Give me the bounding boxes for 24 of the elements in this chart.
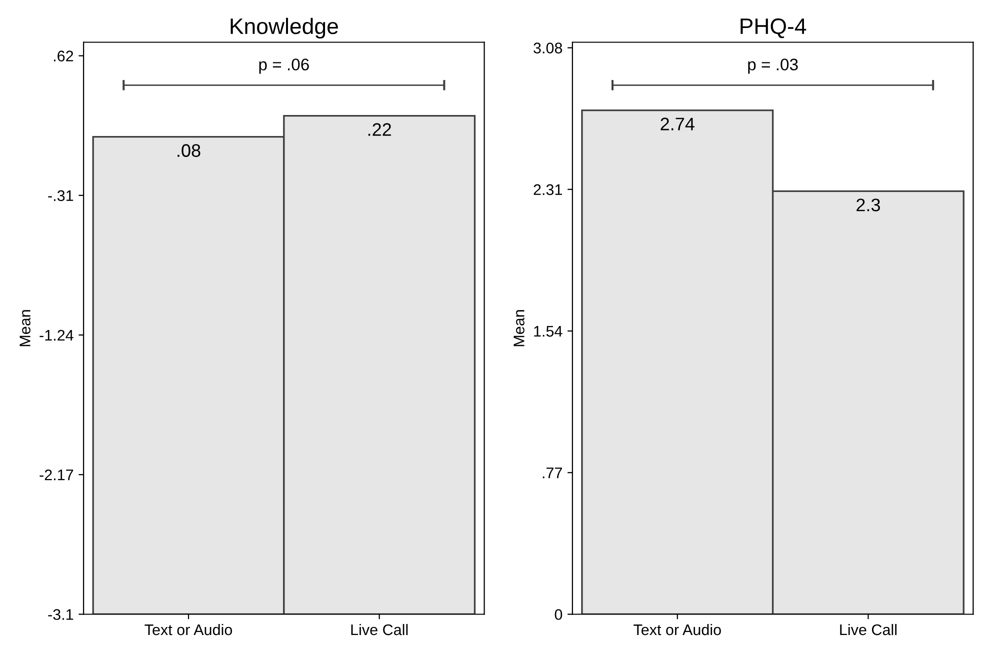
y-tick-label: -2.17	[40, 469, 74, 480]
chart-title: Knowledge	[230, 18, 338, 39]
y-tick-label: 0	[554, 609, 562, 620]
y-tick-label: 3.08	[534, 42, 562, 54]
y-tick-label: 2.31	[534, 184, 562, 196]
x-tick-label: Text or Audio	[634, 624, 721, 636]
data-label: .08	[178, 144, 200, 157]
y-axis-title: Mean	[514, 310, 524, 346]
annotation: p = .03	[748, 58, 798, 74]
y-tick-label: .62	[54, 50, 74, 62]
y-tick-label: .77	[542, 468, 562, 478]
y-tick-label: -1.24	[40, 330, 74, 341]
data-label: 2.3	[856, 198, 880, 212]
data-label: 2.74	[660, 118, 694, 130]
y-tick-label: 1.54	[534, 326, 562, 337]
x-tick-label: Text or Audio	[144, 624, 232, 636]
chart-title: PHQ-4	[740, 18, 806, 38]
y-tick-label: -.31	[48, 190, 74, 202]
y-axis-title: Mean	[20, 310, 30, 346]
y-tick-label: -3.1	[48, 609, 74, 620]
x-tick-label: Live Call	[351, 624, 408, 636]
data-label: .22	[368, 123, 391, 136]
annotation: p = .06	[259, 58, 309, 74]
x-tick-label: Live Call	[840, 624, 896, 636]
